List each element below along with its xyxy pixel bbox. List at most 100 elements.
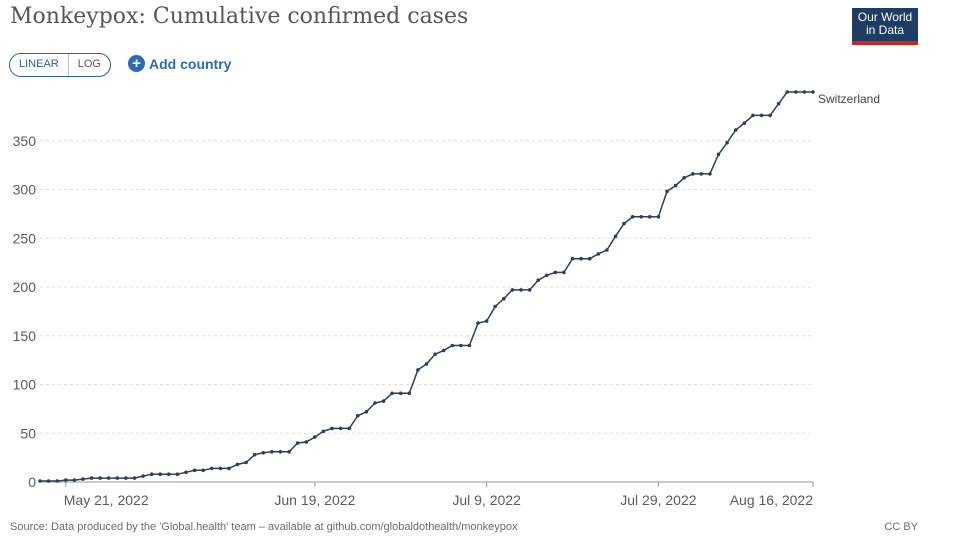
data-point bbox=[218, 466, 223, 471]
data-point bbox=[682, 176, 686, 180]
data-point bbox=[450, 343, 455, 348]
data-point bbox=[201, 468, 205, 473]
data-point bbox=[295, 441, 300, 445]
data-point bbox=[106, 476, 111, 480]
data-point bbox=[553, 270, 558, 275]
data-point bbox=[124, 476, 128, 480]
data-point bbox=[441, 348, 446, 353]
data-point bbox=[235, 462, 240, 467]
data-point bbox=[639, 215, 643, 219]
data-point bbox=[381, 399, 386, 403]
data-point bbox=[132, 476, 137, 480]
x-tick-label: May 21, 2022 bbox=[64, 492, 149, 508]
data-point bbox=[287, 450, 291, 454]
data-point bbox=[484, 319, 489, 323]
data-point bbox=[467, 343, 472, 348]
data-point bbox=[46, 479, 51, 483]
data-point bbox=[407, 391, 412, 396]
data-point bbox=[81, 477, 85, 481]
data-point bbox=[656, 215, 661, 219]
y-tick-label: 100 bbox=[13, 377, 37, 393]
data-point bbox=[502, 296, 506, 301]
data-point bbox=[244, 460, 248, 465]
data-point bbox=[596, 252, 601, 256]
data-point bbox=[424, 362, 429, 366]
y-tick-label: 200 bbox=[13, 279, 37, 295]
linear-scale-button[interactable]: LINEAR bbox=[10, 54, 69, 76]
data-point bbox=[321, 429, 326, 434]
y-tick-label: 150 bbox=[13, 328, 37, 344]
license-link[interactable]: CC BY bbox=[884, 521, 918, 533]
data-point bbox=[364, 410, 369, 414]
series-label: Switzerland bbox=[818, 92, 880, 106]
data-point bbox=[536, 278, 540, 282]
data-point bbox=[544, 273, 549, 278]
logo-accent-bar bbox=[852, 41, 918, 45]
x-tick-label: Jul 29, 2022 bbox=[620, 492, 696, 508]
data-point bbox=[811, 90, 815, 94]
data-point bbox=[398, 391, 403, 396]
data-point bbox=[776, 101, 781, 106]
x-tick-label: Jun 19, 2022 bbox=[274, 492, 355, 508]
data-point bbox=[648, 215, 652, 219]
data-point bbox=[270, 450, 274, 454]
data-point bbox=[605, 248, 609, 252]
data-point bbox=[252, 452, 257, 457]
data-point bbox=[227, 466, 231, 471]
data-point bbox=[527, 288, 532, 292]
data-point bbox=[304, 440, 309, 444]
data-point bbox=[278, 450, 283, 454]
data-point bbox=[390, 391, 394, 396]
data-point bbox=[794, 90, 798, 94]
data-point bbox=[338, 426, 343, 431]
data-point bbox=[158, 472, 162, 477]
data-point bbox=[785, 90, 789, 94]
data-point bbox=[330, 426, 334, 431]
data-point bbox=[72, 478, 77, 482]
data-point bbox=[167, 472, 171, 477]
data-point bbox=[751, 113, 755, 118]
add-country-label: Add country bbox=[149, 55, 232, 72]
y-tick-label: 300 bbox=[13, 182, 37, 198]
x-tick-label: Jul 9, 2022 bbox=[452, 492, 521, 508]
logo-line-2: in Data bbox=[865, 23, 905, 37]
data-point bbox=[768, 113, 772, 118]
data-point bbox=[570, 256, 575, 261]
plus-icon: + bbox=[128, 55, 145, 72]
data-point bbox=[210, 466, 214, 471]
data-point bbox=[759, 113, 764, 118]
data-point bbox=[665, 189, 669, 194]
data-point bbox=[733, 128, 738, 132]
data-point bbox=[141, 474, 145, 478]
x-tick-label: Aug 16, 2022 bbox=[730, 492, 814, 508]
owid-logo[interactable]: Our World in Data bbox=[852, 8, 918, 45]
data-point bbox=[562, 270, 566, 275]
data-point bbox=[587, 256, 592, 261]
log-scale-button[interactable]: LOG bbox=[77, 58, 101, 70]
scale-toggle: LINEAR LOG bbox=[9, 53, 111, 77]
data-point bbox=[64, 478, 68, 482]
data-point bbox=[356, 413, 360, 418]
line-chart: 0 50 100 150 200 250 300 350 May 21, 2022 Jun 19,… bbox=[13, 90, 880, 508]
logo-line-1: Our World bbox=[857, 10, 913, 24]
data-point bbox=[175, 472, 180, 477]
y-tick-label: 50 bbox=[20, 425, 36, 441]
data-point bbox=[691, 172, 695, 176]
data-point bbox=[802, 90, 807, 94]
y-tick-label: 0 bbox=[28, 474, 36, 490]
data-point bbox=[699, 172, 704, 176]
data-point bbox=[149, 472, 154, 477]
source-note: Source: Data produced by the 'Global.hea… bbox=[10, 521, 518, 533]
data-point bbox=[38, 479, 42, 483]
data-point bbox=[313, 435, 317, 439]
data-point bbox=[433, 352, 437, 357]
data-point bbox=[459, 343, 463, 348]
data-point bbox=[716, 152, 721, 157]
data-point bbox=[373, 401, 377, 405]
data-point bbox=[89, 476, 94, 480]
data-point bbox=[725, 140, 729, 145]
y-tick-label: 350 bbox=[13, 133, 37, 149]
data-point bbox=[510, 288, 515, 292]
data-point bbox=[115, 476, 120, 480]
add-country-button[interactable]: + Add country bbox=[128, 55, 231, 72]
